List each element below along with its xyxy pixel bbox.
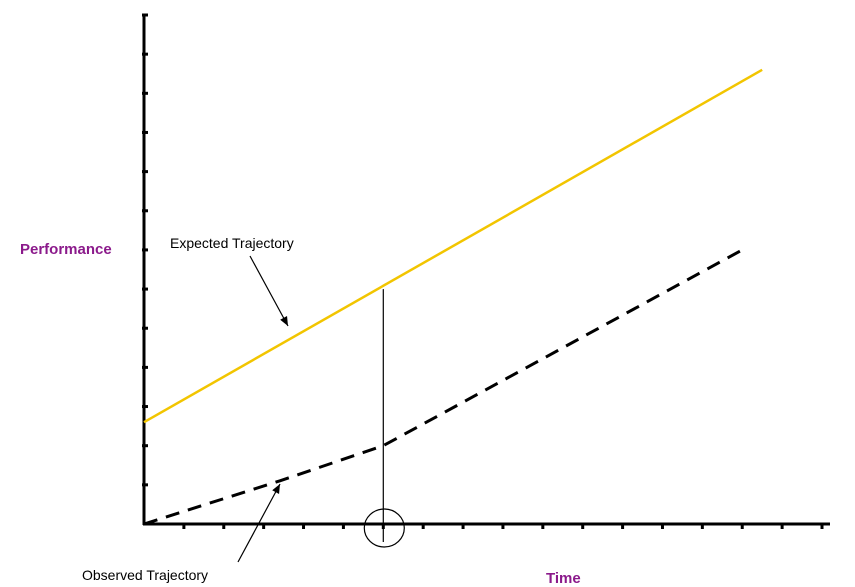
expected-trajectory-label: Expected Trajectory xyxy=(170,235,294,251)
series-group xyxy=(143,68,763,526)
observed-arrow xyxy=(237,483,281,563)
observed-trajectory-label: Observed Trajectory xyxy=(82,567,208,583)
y-axis-title: Performance xyxy=(20,241,112,258)
x-axis-title: Time xyxy=(546,570,581,587)
gap-circle xyxy=(363,508,405,548)
expected-arrow xyxy=(249,255,289,327)
expected-trajectory-line xyxy=(143,68,763,424)
axis-ticks xyxy=(142,13,824,529)
annotation-arrows xyxy=(237,255,289,563)
observed-trajectory-line xyxy=(143,248,743,526)
